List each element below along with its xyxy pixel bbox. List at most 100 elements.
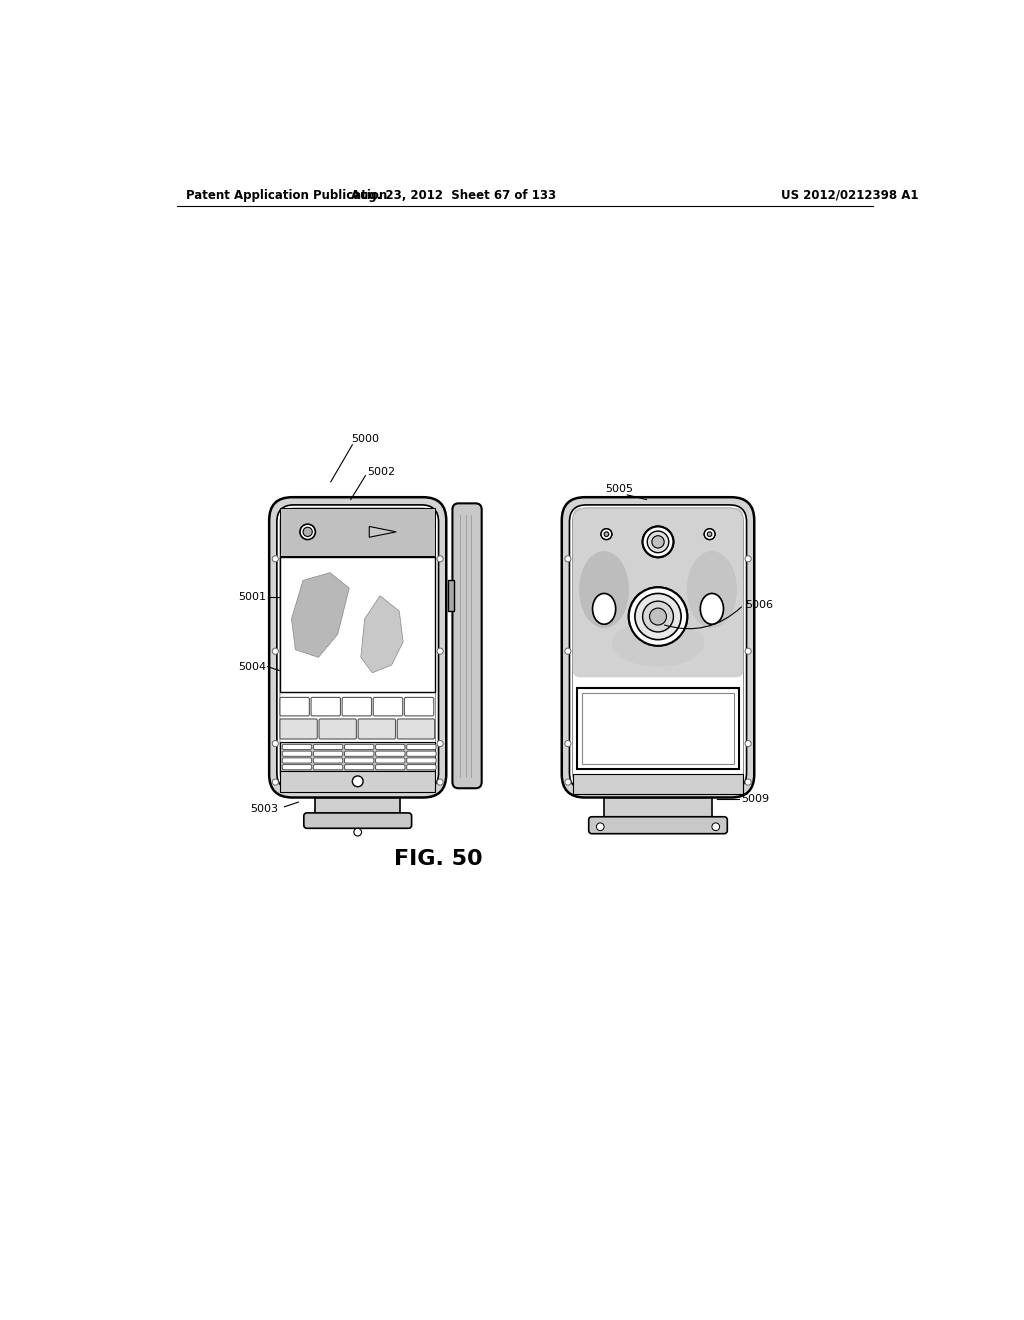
Bar (280, 557, 435, 692)
FancyBboxPatch shape (313, 758, 343, 763)
Circle shape (272, 648, 279, 655)
Circle shape (437, 741, 443, 747)
FancyBboxPatch shape (407, 744, 436, 750)
Bar (447, 581, 454, 611)
Circle shape (745, 779, 752, 785)
FancyBboxPatch shape (344, 751, 374, 756)
Bar (280, 771, 435, 792)
Circle shape (629, 587, 687, 645)
Circle shape (565, 741, 571, 747)
FancyBboxPatch shape (304, 813, 412, 829)
Circle shape (272, 556, 279, 562)
Text: 5005: 5005 (605, 484, 633, 495)
Circle shape (745, 648, 752, 655)
FancyBboxPatch shape (407, 758, 436, 763)
FancyBboxPatch shape (344, 744, 374, 750)
FancyBboxPatch shape (283, 758, 311, 763)
Circle shape (643, 601, 674, 632)
FancyBboxPatch shape (358, 719, 395, 739)
Circle shape (565, 648, 571, 655)
Text: 5001: 5001 (239, 593, 266, 602)
Circle shape (437, 556, 443, 562)
Circle shape (565, 556, 571, 562)
FancyBboxPatch shape (376, 744, 404, 750)
Text: US 2012/0212398 A1: US 2012/0212398 A1 (781, 189, 919, 202)
FancyBboxPatch shape (404, 697, 434, 715)
FancyBboxPatch shape (283, 764, 311, 770)
FancyBboxPatch shape (280, 697, 309, 715)
Bar (578, 688, 739, 770)
FancyBboxPatch shape (453, 503, 481, 788)
Circle shape (272, 741, 279, 747)
Text: FIG. 50: FIG. 50 (394, 849, 483, 869)
Ellipse shape (580, 552, 629, 628)
FancyBboxPatch shape (589, 817, 727, 834)
Circle shape (745, 556, 752, 562)
FancyBboxPatch shape (313, 764, 343, 770)
FancyBboxPatch shape (376, 751, 404, 756)
Bar (604, 797, 712, 821)
Circle shape (604, 532, 608, 536)
FancyBboxPatch shape (562, 498, 755, 797)
FancyBboxPatch shape (313, 744, 343, 750)
Ellipse shape (700, 594, 724, 624)
FancyBboxPatch shape (569, 506, 746, 789)
Bar (280, 742, 435, 771)
Text: 5004: 5004 (239, 661, 266, 672)
FancyBboxPatch shape (276, 506, 438, 789)
FancyBboxPatch shape (342, 697, 372, 715)
Circle shape (705, 529, 715, 540)
Text: 5006: 5006 (745, 601, 773, 610)
Text: 5003: 5003 (250, 804, 278, 814)
FancyBboxPatch shape (572, 508, 743, 677)
FancyBboxPatch shape (407, 751, 436, 756)
Circle shape (565, 779, 571, 785)
FancyBboxPatch shape (280, 719, 317, 739)
Bar (572, 775, 743, 795)
FancyBboxPatch shape (319, 719, 356, 739)
FancyBboxPatch shape (344, 764, 374, 770)
FancyBboxPatch shape (311, 697, 340, 715)
FancyBboxPatch shape (269, 498, 446, 797)
Circle shape (643, 527, 674, 557)
Circle shape (303, 527, 312, 536)
FancyBboxPatch shape (283, 751, 311, 756)
Text: 5000: 5000 (351, 434, 380, 445)
Text: 5009: 5009 (741, 795, 769, 804)
Ellipse shape (593, 594, 615, 624)
Bar (280, 508, 435, 556)
FancyBboxPatch shape (283, 744, 311, 750)
Circle shape (647, 531, 669, 553)
Bar (582, 693, 734, 764)
Circle shape (272, 779, 279, 785)
FancyBboxPatch shape (376, 764, 404, 770)
Polygon shape (370, 527, 396, 537)
FancyBboxPatch shape (407, 764, 436, 770)
FancyBboxPatch shape (374, 697, 402, 715)
Polygon shape (360, 595, 403, 673)
Text: 5002: 5002 (367, 467, 395, 477)
Circle shape (601, 529, 611, 540)
Circle shape (649, 609, 667, 626)
Circle shape (437, 779, 443, 785)
FancyBboxPatch shape (313, 751, 343, 756)
Polygon shape (292, 573, 349, 657)
Ellipse shape (687, 552, 737, 628)
Circle shape (354, 829, 361, 836)
Circle shape (437, 648, 443, 655)
Bar (315, 797, 400, 817)
Circle shape (712, 822, 720, 830)
Circle shape (708, 532, 712, 536)
Circle shape (300, 524, 315, 540)
Text: Aug. 23, 2012  Sheet 67 of 133: Aug. 23, 2012 Sheet 67 of 133 (351, 189, 556, 202)
FancyBboxPatch shape (376, 758, 404, 763)
Ellipse shape (611, 620, 705, 667)
FancyBboxPatch shape (344, 758, 374, 763)
FancyBboxPatch shape (397, 719, 434, 739)
Circle shape (745, 741, 752, 747)
Circle shape (596, 822, 604, 830)
Circle shape (635, 594, 681, 640)
Circle shape (652, 536, 665, 548)
Text: Patent Application Publication: Patent Application Publication (186, 189, 387, 202)
Circle shape (352, 776, 364, 787)
